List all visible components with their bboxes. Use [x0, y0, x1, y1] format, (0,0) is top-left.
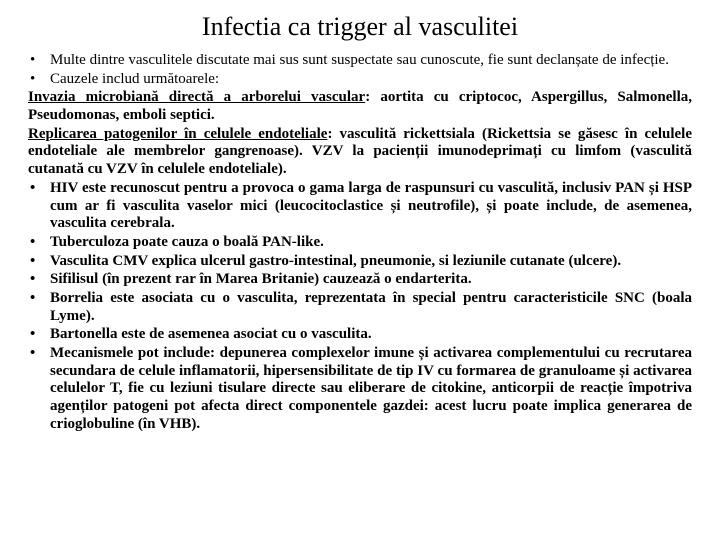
- bullet-text: Multe dintre vasculitele discutate mai s…: [50, 52, 692, 70]
- bullet-mark-icon: •: [28, 234, 50, 252]
- bullet-item: • Sifilisul (în prezent rar în Marea Bri…: [28, 271, 692, 289]
- bullet-item: • HIV este recunoscut pentru a provoca o…: [28, 180, 692, 233]
- sub-heading: Replicarea patogenilor în celulele endot…: [28, 126, 327, 142]
- bullet-text: Bartonella este de asemenea asociat cu o…: [50, 326, 692, 344]
- bullet-text: Mecanismele pot include: depunerea compl…: [50, 345, 692, 433]
- bullet-text: Sifilisul (în prezent rar în Marea Brita…: [50, 271, 692, 289]
- bullet-mark-icon: •: [28, 326, 50, 344]
- bullet-item: • Multe dintre vasculitele discutate mai…: [28, 52, 692, 70]
- bullet-mark-icon: •: [28, 52, 50, 70]
- sub-item: Invazia microbiană directă a arborelui v…: [28, 89, 692, 124]
- bullet-item: • Bartonella este de asemenea asociat cu…: [28, 326, 692, 344]
- sub-heading: Invazia microbiană directă a arborelui v…: [28, 89, 365, 105]
- bullet-mark-icon: •: [28, 271, 50, 289]
- content-body: • Multe dintre vasculitele discutate mai…: [28, 52, 692, 433]
- bullet-text: Vasculita CMV explica ulcerul gastro-int…: [50, 253, 692, 271]
- sub-item: Replicarea patogenilor în celulele endot…: [28, 126, 692, 179]
- bullet-text: HIV este recunoscut pentru a provoca o g…: [50, 180, 692, 233]
- bullet-text: Cauzele includ următoarele:: [50, 71, 692, 89]
- bullet-text: Borrelia este asociata cu o vasculita, r…: [50, 290, 692, 325]
- bullet-mark-icon: •: [28, 180, 50, 233]
- bullet-mark-icon: •: [28, 345, 50, 433]
- bullet-item: • Borrelia este asociata cu o vasculita,…: [28, 290, 692, 325]
- bullet-mark-icon: •: [28, 71, 50, 89]
- bullet-item: • Vasculita CMV explica ulcerul gastro-i…: [28, 253, 692, 271]
- page-title: Infectia ca trigger al vasculitei: [28, 12, 692, 42]
- bullet-mark-icon: •: [28, 253, 50, 271]
- bullet-item: • Mecanismele pot include: depunerea com…: [28, 345, 692, 433]
- bullet-text: Tuberculoza poate cauza o boală PAN-like…: [50, 234, 692, 252]
- bullet-item: • Cauzele includ următoarele:: [28, 71, 692, 89]
- bullet-mark-icon: •: [28, 290, 50, 325]
- bullet-item: • Tuberculoza poate cauza o boală PAN-li…: [28, 234, 692, 252]
